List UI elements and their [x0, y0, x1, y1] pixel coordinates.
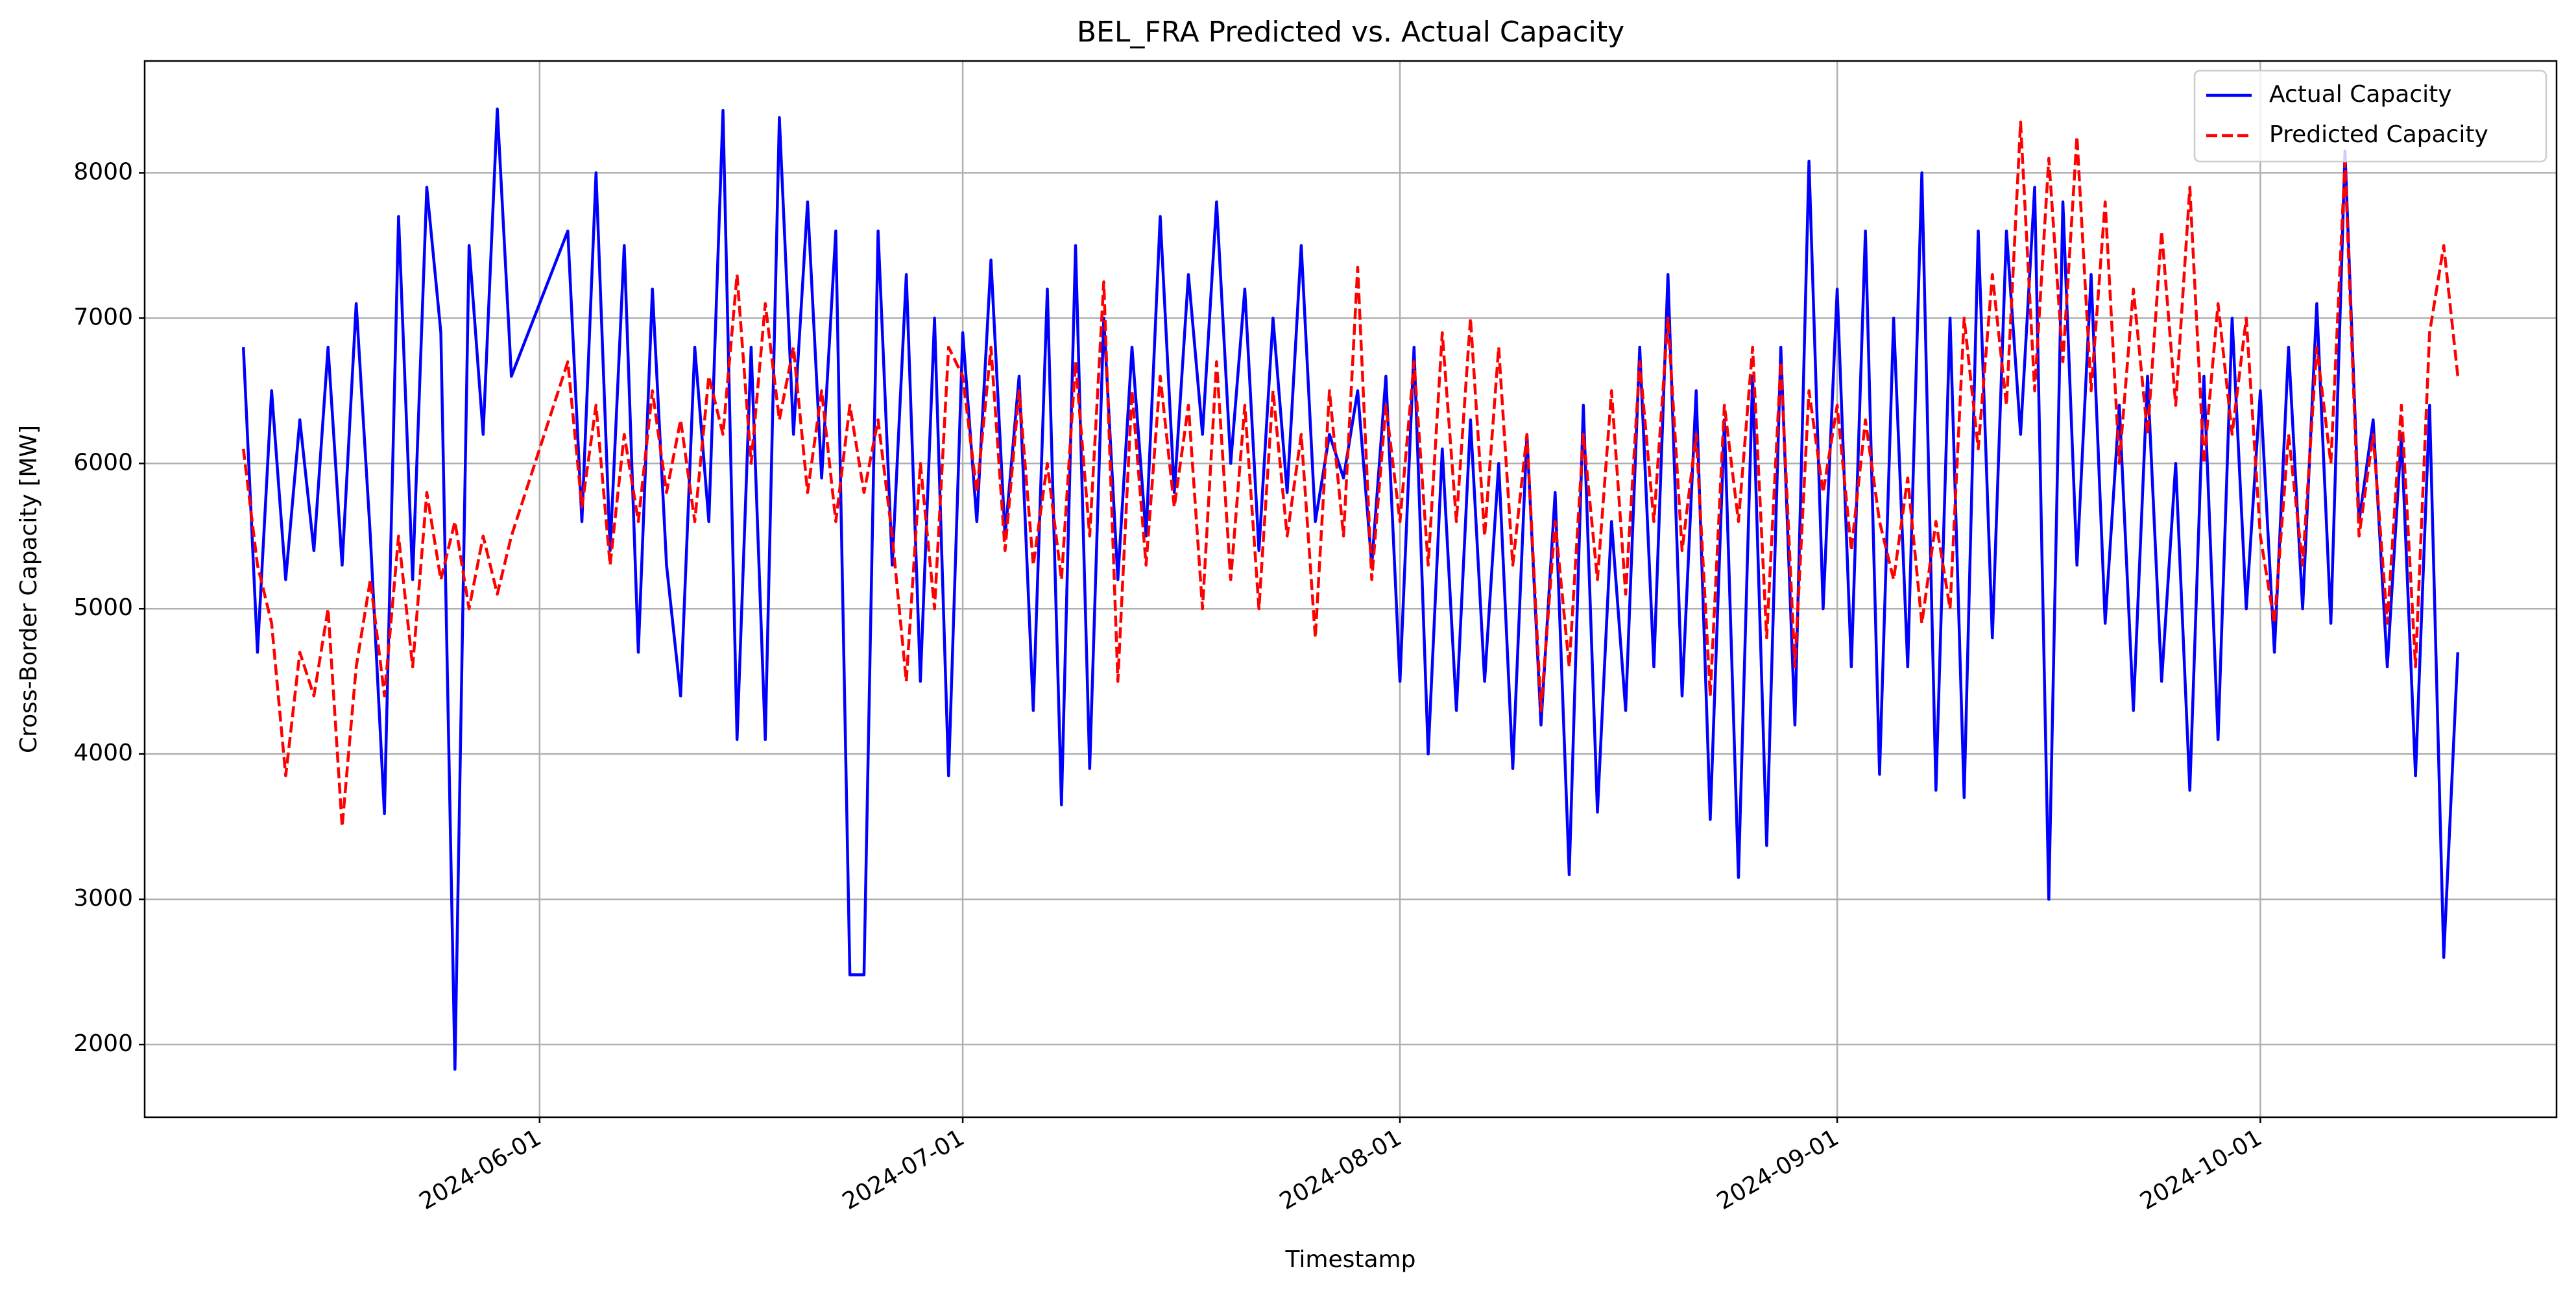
- plot-lines: [241, 107, 2460, 1071]
- series-line: [241, 120, 2460, 829]
- y-tick-label: 4000: [73, 740, 133, 766]
- y-tick-label: 8000: [73, 158, 133, 185]
- y-tick-label: 6000: [73, 449, 133, 476]
- chart-title: BEL_FRA Predicted vs. Actual Capacity: [1077, 16, 1624, 49]
- x-axis-label: Timestamp: [1285, 1246, 1416, 1273]
- legend-label: Actual Capacity: [2269, 81, 2452, 108]
- plot-frame: [143, 60, 2558, 1119]
- y-tick-label: 5000: [73, 594, 133, 621]
- legend-label: Predicted Capacity: [2269, 121, 2488, 148]
- grid: [145, 61, 2557, 1117]
- legend-box: [2193, 69, 2547, 163]
- y-axis-label: Cross-Border Capacity [MW]: [16, 425, 42, 753]
- y-tick-label: 2000: [73, 1030, 133, 1057]
- y-tick-label: 7000: [73, 304, 133, 330]
- legend: Actual Capacity Predicted Capacity: [2193, 69, 2547, 163]
- y-tick-label: 3000: [73, 885, 133, 912]
